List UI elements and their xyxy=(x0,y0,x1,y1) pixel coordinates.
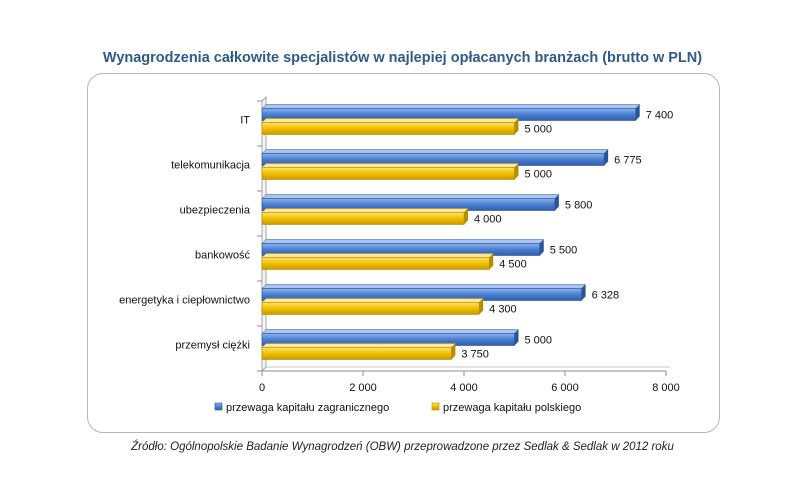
bar-side-face xyxy=(514,118,519,135)
bar-top-face xyxy=(261,194,560,199)
source-note: Źródło: Ogólnopolskie Badanie Wynagrodze… xyxy=(131,441,674,453)
legend-swatch xyxy=(431,402,440,411)
category-label: telekomunikacja xyxy=(171,160,251,172)
bar-top-face xyxy=(261,298,484,303)
bar-polish-capital xyxy=(261,212,465,225)
data-label: 6 775 xyxy=(614,155,642,167)
bar-top-face xyxy=(261,163,520,168)
bar-top-face xyxy=(261,104,641,109)
legend: przewaga kapitału zagranicznego przewaga … xyxy=(214,402,581,414)
bar-top-face xyxy=(261,253,494,258)
data-label: 4 500 xyxy=(499,259,527,271)
data-label: 5 000 xyxy=(525,124,553,136)
data-label: 4 300 xyxy=(489,304,517,316)
bar-side-face xyxy=(489,253,494,270)
bar-top-face xyxy=(261,149,609,154)
x-tick-label: 2 000 xyxy=(349,382,377,394)
data-label: 5 000 xyxy=(525,335,553,347)
x-tick-label: 8 000 xyxy=(652,382,680,394)
data-label: 4 000 xyxy=(474,214,502,226)
category-label: ubezpieczenia xyxy=(180,205,251,217)
x-tick-label: 6 000 xyxy=(551,382,579,394)
bar-top-face xyxy=(261,284,587,289)
bar-polish-capital xyxy=(261,167,515,180)
bar-side-face xyxy=(479,298,484,315)
bar-top-face xyxy=(261,343,456,348)
bar-polish-capital xyxy=(261,257,490,270)
bar-side-face xyxy=(514,329,519,346)
data-label: 5 500 xyxy=(550,245,578,257)
bar-top-face xyxy=(261,239,545,244)
x-tick-label: 0 xyxy=(259,382,265,394)
data-label: 6 328 xyxy=(592,290,620,302)
x-tick-label: 4 000 xyxy=(450,382,478,394)
category-label: bankowość xyxy=(195,250,251,262)
bar-top-face xyxy=(261,208,469,213)
category-label: energetyka i ciepłownictwo xyxy=(119,295,250,307)
bars-layer: 7 400 5 000 6 775 5 000 5 800 4 000 5 500 4 500… xyxy=(261,104,674,361)
data-label: 5 000 xyxy=(525,169,553,181)
bar-side-face xyxy=(581,284,586,301)
bar-side-face xyxy=(514,163,519,180)
category-label: IT xyxy=(240,115,250,127)
bar-side-face xyxy=(554,194,559,211)
bar-side-face xyxy=(635,104,640,121)
bar-polish-capital xyxy=(261,122,515,135)
chart-title: Wynagrodzenia całkowite specjalistów w n… xyxy=(102,50,703,66)
legend-label: przewaga kapitału polskiego xyxy=(443,402,581,414)
bar-side-face xyxy=(604,149,609,166)
bar-top-face xyxy=(261,329,520,334)
bar-top-face xyxy=(261,118,520,123)
axis-layer: IT telekomunikacja ubezpieczenia bankowość e… xyxy=(119,95,680,394)
data-label: 3 750 xyxy=(461,349,489,361)
bar-side-face xyxy=(464,208,468,225)
bar-polish-capital xyxy=(261,302,480,315)
bar-side-face xyxy=(451,343,456,360)
bar-side-face xyxy=(539,239,544,256)
legend-label: przewaga kapitału zagranicznego xyxy=(226,402,389,414)
data-label: 7 400 xyxy=(646,110,674,122)
category-label: przemysł ciężki xyxy=(175,340,250,352)
data-label: 5 800 xyxy=(565,200,593,212)
legend-swatch xyxy=(214,402,223,411)
bar-polish-capital xyxy=(261,347,452,360)
